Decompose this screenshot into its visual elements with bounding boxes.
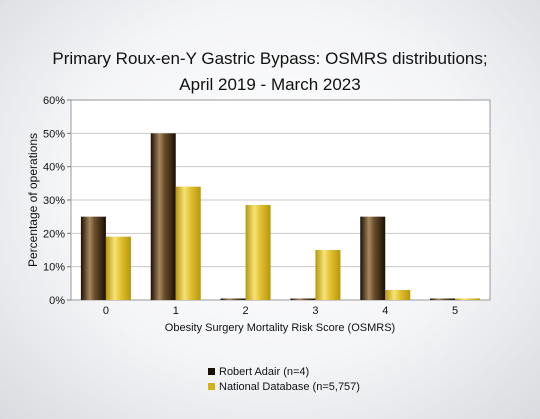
bar-national-database [385, 290, 411, 300]
chart-title-line-2: April 2019 - March 2023 [179, 75, 361, 94]
bar-robert-adair [220, 298, 246, 300]
y-tick-label: 10% [43, 262, 65, 274]
bar-robert-adair [290, 298, 316, 300]
bar-national-database [105, 236, 131, 300]
bar-robert-adair [360, 216, 386, 300]
x-tick-label: 5 [452, 305, 458, 317]
legend-label-robert-adair: Robert Adair (n=4) [219, 365, 310, 378]
legend-swatch-dark [208, 368, 215, 375]
bar-robert-adair [430, 298, 456, 300]
y-tick-label: 30% [43, 195, 65, 207]
y-tick-label: 60% [43, 95, 65, 107]
y-tick-label: 40% [43, 162, 65, 174]
legend-item-robert-adair: Robert Adair (n=4) [208, 364, 360, 379]
legend: Robert Adair (n=4) National Database (n=… [208, 364, 360, 394]
y-axis-label: Percentage of operations [26, 133, 40, 267]
x-axis-label: Obesity Surgery Mortality Risk Score (OS… [165, 322, 395, 334]
bar-national-database [245, 205, 271, 300]
bar-national-database [455, 298, 481, 300]
bar-robert-adair [150, 133, 176, 300]
x-tick-label: 4 [382, 305, 388, 317]
legend-label-national-database: National Database (n=5,757) [219, 380, 360, 393]
y-tick-label: 50% [43, 128, 65, 140]
x-tick-label: 2 [243, 305, 249, 317]
bar-national-database [175, 186, 201, 300]
y-tick-label: 0% [49, 295, 65, 307]
legend-item-national-database: National Database (n=5,757) [208, 379, 360, 394]
x-tick-label: 1 [173, 305, 179, 317]
x-tick-label: 3 [312, 305, 318, 317]
bar-robert-adair [80, 216, 106, 300]
x-tick-label: 0 [103, 305, 109, 317]
y-tick-label: 20% [43, 228, 65, 240]
chart-title-line-1: Primary Roux-en-Y Gastric Bypass: OSMRS … [52, 49, 488, 68]
bar-national-database [315, 250, 341, 300]
legend-swatch-gold [208, 383, 215, 390]
